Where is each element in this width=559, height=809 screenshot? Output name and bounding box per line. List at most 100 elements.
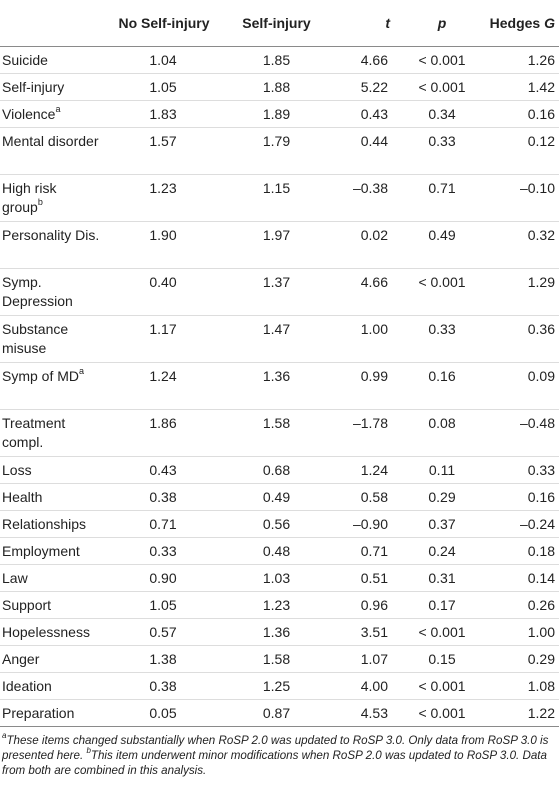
cell-no-self-injury: 1.38 — [104, 645, 222, 673]
row-label-text: Preparation — [2, 704, 75, 721]
row-label: Employment — [0, 537, 104, 565]
cell-hedges-g: 0.29 — [484, 645, 559, 673]
header-hedges-g: Hedges G — [484, 0, 559, 47]
cell-t: 4.53 — [331, 699, 400, 727]
cell-hedges-g: 1.08 — [484, 672, 559, 700]
table-row: Hopelessness 0.57 1.36 3.51 < 0.001 1.00 — [0, 618, 559, 646]
cell-t: 1.07 — [331, 645, 400, 673]
cell-self-injury: 1.36 — [222, 618, 331, 646]
row-label-text: Violence — [2, 105, 56, 122]
row-label-text: Ideation — [2, 677, 52, 694]
footnote-b-mark: b — [86, 745, 91, 755]
row-label-text: High risk group — [2, 179, 57, 215]
cell-self-injury: 1.79 — [222, 127, 331, 175]
row-label: High risk groupb — [0, 174, 104, 222]
cell-no-self-injury: 1.83 — [104, 100, 222, 128]
table-row: Loss 0.43 0.68 1.24 0.11 0.33 — [0, 456, 559, 484]
cell-p: 0.49 — [400, 221, 484, 269]
cell-no-self-injury: 0.38 — [104, 483, 222, 511]
cell-t: 4.66 — [331, 46, 400, 74]
cell-t: 4.00 — [331, 672, 400, 700]
table-footnote: aThese items changed substantially when … — [0, 727, 559, 778]
row-label-text: Personality Dis. — [2, 226, 100, 243]
cell-t: 0.44 — [331, 127, 400, 175]
cell-self-injury: 1.37 — [222, 268, 331, 316]
cell-p: 0.31 — [400, 564, 484, 592]
cell-t: 1.00 — [331, 315, 400, 363]
table-body: Suicide 1.04 1.85 4.66 < 0.001 1.26 Self-injur… — [0, 46, 559, 727]
table-row: Mental disorder 1.57 1.79 0.44 0.33 0.12 — [0, 127, 559, 175]
row-label-footnote-mark: a — [79, 365, 85, 376]
table-row: Health 0.38 0.49 0.58 0.29 0.16 — [0, 483, 559, 511]
cell-self-injury: 1.15 — [222, 174, 331, 222]
row-label-text: Relationships — [2, 515, 87, 532]
cell-t: 0.02 — [331, 221, 400, 269]
table-row: Personality Dis. 1.90 1.97 0.02 0.49 0.32 — [0, 221, 559, 269]
cell-hedges-g: 0.12 — [484, 127, 559, 175]
cell-self-injury: 0.49 — [222, 483, 331, 511]
table-row: High risk groupb 1.23 1.15 –0.38 0.71 –0.10 — [0, 174, 559, 222]
table-row: Employment 0.33 0.48 0.71 0.24 0.18 — [0, 537, 559, 565]
cell-no-self-injury: 0.43 — [104, 456, 222, 484]
header-t: t — [331, 0, 400, 47]
cell-hedges-g: 0.33 — [484, 456, 559, 484]
cell-no-self-injury: 0.57 — [104, 618, 222, 646]
cell-no-self-injury: 1.90 — [104, 221, 222, 269]
header-no-self-injury: No Self-injury — [104, 0, 222, 47]
cell-hedges-g: 1.00 — [484, 618, 559, 646]
row-label: Symp. Depression — [0, 268, 104, 316]
row-label: Substance misuse — [0, 315, 104, 363]
cell-p: 0.33 — [400, 127, 484, 175]
cell-no-self-injury: 1.17 — [104, 315, 222, 363]
row-label-text: Hopelessness — [2, 623, 90, 640]
cell-p: 0.24 — [400, 537, 484, 565]
header-blank — [0, 0, 104, 47]
footnote-a-text: These items changed substantially when R… — [2, 733, 549, 762]
row-label-text: Health — [2, 488, 43, 505]
table-row: Symp of MDa 1.24 1.36 0.99 0.16 0.09 — [0, 362, 559, 410]
cell-hedges-g: 0.09 — [484, 362, 559, 410]
row-label: Preparation — [0, 699, 104, 727]
header-p: p — [400, 0, 484, 47]
row-label-text: Self-injury — [2, 78, 65, 95]
row-label: Support — [0, 591, 104, 619]
cell-self-injury: 1.89 — [222, 100, 331, 128]
cell-p: 0.08 — [400, 409, 484, 457]
cell-hedges-g: 0.18 — [484, 537, 559, 565]
cell-t: 4.66 — [331, 268, 400, 316]
table-row: Preparation 0.05 0.87 4.53 < 0.001 1.22 — [0, 699, 559, 727]
cell-t: –0.38 — [331, 174, 400, 222]
cell-p: 0.11 — [400, 456, 484, 484]
cell-hedges-g: –0.24 — [484, 510, 559, 538]
row-label-text: Law — [2, 569, 28, 586]
cell-p: 0.34 — [400, 100, 484, 128]
cell-t: 0.99 — [331, 362, 400, 410]
cell-p: 0.37 — [400, 510, 484, 538]
cell-no-self-injury: 0.40 — [104, 268, 222, 316]
cell-self-injury: 1.47 — [222, 315, 331, 363]
table-figure: No Self-injury Self-injury t p Hedges G … — [0, 0, 559, 778]
cell-no-self-injury: 1.57 — [104, 127, 222, 175]
cell-no-self-injury: 0.38 — [104, 672, 222, 700]
cell-no-self-injury: 1.23 — [104, 174, 222, 222]
row-label-text: Symp of MD — [2, 367, 80, 384]
header-hedges-g-italic: G — [544, 14, 555, 31]
row-label-text: Treatment compl. — [2, 414, 66, 450]
table-row: Law 0.90 1.03 0.51 0.31 0.14 — [0, 564, 559, 592]
cell-self-injury: 1.36 — [222, 362, 331, 410]
cell-t: –1.78 — [331, 409, 400, 457]
table-header: No Self-injury Self-injury t p Hedges G — [0, 0, 559, 47]
row-label-text: Loss — [2, 461, 32, 478]
row-label-footnote-mark: a — [55, 103, 61, 114]
row-label: Hopelessness — [0, 618, 104, 646]
results-table: No Self-injury Self-injury t p Hedges G … — [0, 0, 559, 727]
row-label: Mental disorder — [0, 127, 104, 175]
table-row: Self-injury 1.05 1.88 5.22 < 0.001 1.42 — [0, 73, 559, 101]
cell-t: 0.51 — [331, 564, 400, 592]
cell-no-self-injury: 1.86 — [104, 409, 222, 457]
cell-hedges-g: 1.26 — [484, 46, 559, 74]
cell-p: < 0.001 — [400, 268, 484, 316]
cell-p: 0.15 — [400, 645, 484, 673]
row-label: Health — [0, 483, 104, 511]
table-row: Ideation 0.38 1.25 4.00 < 0.001 1.08 — [0, 672, 559, 700]
